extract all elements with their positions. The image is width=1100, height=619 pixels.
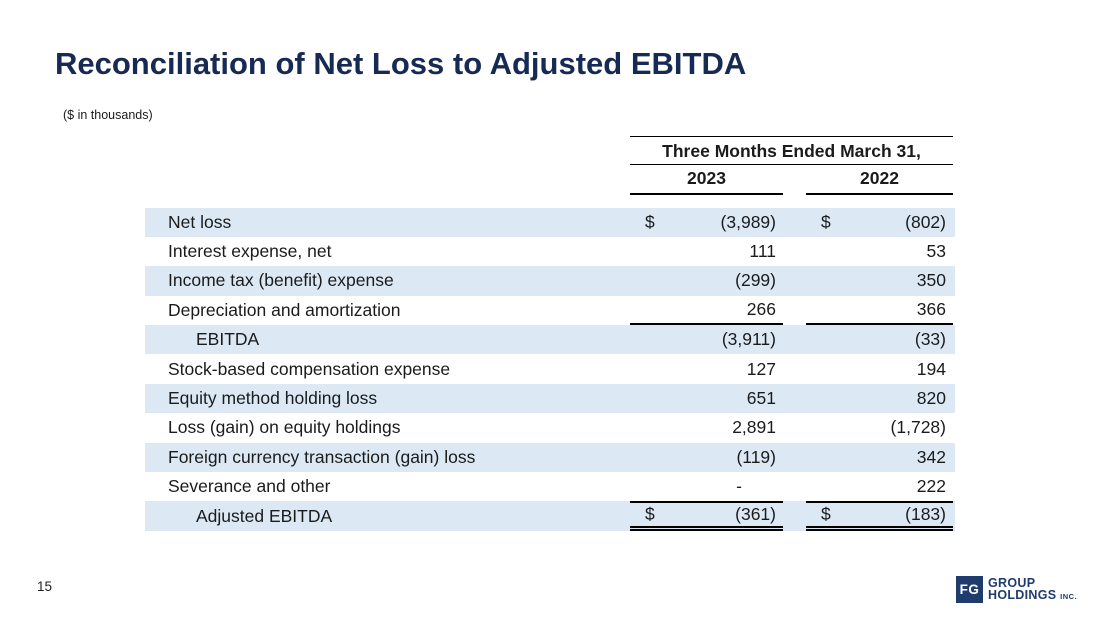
value-2023: (299) <box>630 266 783 295</box>
table-row-loss-gain-equity: Loss (gain) on equity holdings 2,891 (1,… <box>145 413 955 442</box>
row-label: Interest expense, net <box>168 241 332 262</box>
logo-name-line2: HOLDINGS INC. <box>988 587 1078 602</box>
value-2023: $ (361) <box>630 501 783 531</box>
reconciliation-table: Three Months Ended March 31, 2023 2022 N… <box>145 136 955 531</box>
company-logo: FG GROUP HOLDINGS INC. <box>956 576 1077 603</box>
column-gap <box>783 165 806 195</box>
fg-logo-mark: FG <box>956 576 983 603</box>
units-note: ($ in thousands) <box>63 108 153 122</box>
dollar-sign: $ <box>821 211 831 232</box>
row-label: Adjusted EBITDA <box>196 505 333 526</box>
value-text: - <box>736 476 742 497</box>
value-text: 194 <box>916 358 946 379</box>
row-label: Loss (gain) on equity holdings <box>168 417 401 438</box>
value-2023: 651 <box>630 384 783 413</box>
value-text: 127 <box>746 358 776 379</box>
dollar-sign: $ <box>645 211 655 232</box>
value-2022: (1,728) <box>806 413 953 442</box>
value-text: (361) <box>735 504 776 525</box>
row-label: Foreign currency transaction (gain) loss <box>168 446 476 467</box>
value-2022: 53 <box>806 237 953 266</box>
dollar-sign: $ <box>645 504 655 525</box>
value-2023: - <box>630 472 783 501</box>
value-text: 651 <box>746 388 776 409</box>
value-2022: (33) <box>806 325 953 354</box>
value-2022: 342 <box>806 443 953 472</box>
value-text: (3,911) <box>721 329 776 350</box>
period-header: Three Months Ended March 31, <box>630 136 953 165</box>
value-2023: 111 <box>630 237 783 266</box>
value-text: 342 <box>916 446 946 467</box>
value-2022: 350 <box>806 266 953 295</box>
value-2022: 194 <box>806 354 953 383</box>
table-row-net-loss: Net loss $ (3,989) $ (802) <box>145 207 955 237</box>
value-text: 366 <box>916 298 946 319</box>
value-2022: $ (183) <box>806 501 953 531</box>
table-row-equity-method: Equity method holding loss 651 820 <box>145 383 955 414</box>
table-row-stock-compensation: Stock-based compensation expense 127 194 <box>145 354 955 383</box>
value-text: 222 <box>916 476 946 497</box>
value-text: (299) <box>735 270 776 291</box>
table-row-depreciation: Depreciation and amortization 266 366 <box>145 296 955 326</box>
value-2023: $ (3,989) <box>630 208 783 237</box>
value-2023: (119) <box>630 443 783 472</box>
value-2023: 2,891 <box>630 413 783 442</box>
dollar-sign: $ <box>821 504 831 525</box>
value-text: (119) <box>736 446 776 467</box>
table-header: Three Months Ended March 31, 2023 2022 <box>630 136 953 195</box>
row-label: Depreciation and amortization <box>168 299 401 320</box>
value-2023: 266 <box>630 296 783 326</box>
value-text: (1,728) <box>890 417 946 438</box>
value-text: 266 <box>746 298 776 319</box>
logo-text: GROUP HOLDINGS INC. <box>988 575 1078 603</box>
value-text: (3,989) <box>720 211 776 232</box>
logo-suffix: INC. <box>1060 591 1078 601</box>
value-text: 53 <box>926 241 946 262</box>
row-label: Net loss <box>168 211 232 232</box>
value-2023: (3,911) <box>630 325 783 354</box>
value-text: 111 <box>749 241 776 262</box>
table-row-ebitda: EBITDA (3,911) (33) <box>145 325 955 355</box>
value-2022: 366 <box>806 296 953 326</box>
table-body: Net loss $ (3,989) $ (802) Interest expe… <box>145 207 955 531</box>
value-text: 820 <box>916 388 946 409</box>
value-text: (802) <box>905 211 946 232</box>
row-label: Stock-based compensation expense <box>168 358 451 379</box>
row-label: Income tax (benefit) expense <box>168 270 394 291</box>
value-text: (183) <box>905 504 946 525</box>
row-label: Severance and other <box>168 476 331 497</box>
value-2022: 820 <box>806 384 953 413</box>
value-text: (33) <box>914 329 946 350</box>
column-header-2023: 2023 <box>630 165 783 195</box>
value-2023: 127 <box>630 354 783 383</box>
table-row-foreign-currency: Foreign currency transaction (gain) loss… <box>145 442 955 473</box>
column-headers: 2023 2022 <box>630 165 953 195</box>
table-row-adjusted-ebitda: Adjusted EBITDA $ (361) $ (183) <box>145 501 955 531</box>
page-number: 15 <box>37 579 53 594</box>
value-text: 350 <box>916 270 946 291</box>
value-2022: $ (802) <box>806 208 953 237</box>
column-header-2022: 2022 <box>806 165 953 195</box>
value-text: 2,891 <box>732 417 776 438</box>
value-2022: 222 <box>806 472 953 501</box>
logo-name-line1: GROUP <box>988 575 1036 590</box>
table-row-severance: Severance and other - 222 <box>145 472 955 501</box>
page-title: Reconciliation of Net Loss to Adjusted E… <box>55 46 747 81</box>
table-row-income-tax: Income tax (benefit) expense (299) 350 <box>145 266 955 296</box>
row-label: Equity method holding loss <box>168 388 378 409</box>
table-row-interest-expense: Interest expense, net 111 53 <box>145 237 955 266</box>
row-label: EBITDA <box>196 329 260 350</box>
